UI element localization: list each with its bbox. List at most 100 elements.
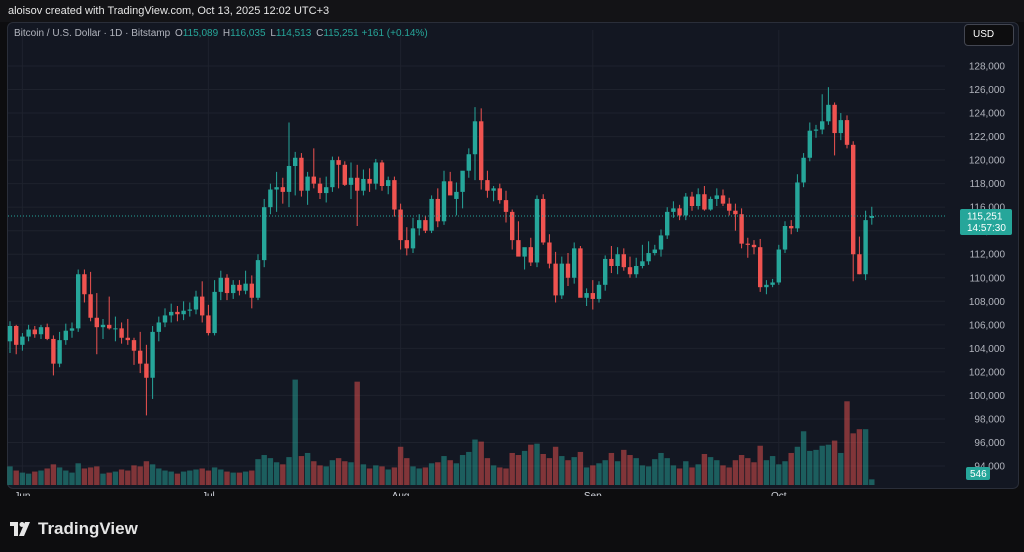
volume-bar bbox=[218, 469, 224, 485]
candle-body bbox=[175, 311, 180, 315]
volume-bar bbox=[335, 458, 342, 485]
candle-body bbox=[26, 329, 31, 337]
candle-body bbox=[119, 328, 124, 338]
candle-body bbox=[14, 326, 19, 345]
candle-body bbox=[45, 327, 50, 339]
candle-body bbox=[342, 164, 347, 185]
candle-body bbox=[547, 242, 552, 264]
volume-bar bbox=[193, 469, 199, 485]
brand-name: TradingView bbox=[38, 519, 138, 538]
candle-body bbox=[7, 326, 13, 342]
volume-bar bbox=[292, 379, 298, 485]
brand[interactable]: TradingView bbox=[10, 519, 138, 539]
candle-body bbox=[826, 104, 831, 122]
volume-bar bbox=[559, 456, 565, 485]
volume-bar bbox=[590, 465, 596, 485]
volume-bar bbox=[844, 401, 850, 485]
price-chart[interactable]: 94,000 96,000 98,000 100,000 102,000 104,000 1… bbox=[0, 0, 1024, 496]
volume-bar bbox=[391, 467, 398, 485]
volume-bar bbox=[534, 443, 540, 485]
candle-body bbox=[615, 254, 620, 266]
volume-bar bbox=[738, 455, 745, 485]
last-price-badge bbox=[960, 208, 1012, 235]
volume-bar bbox=[763, 460, 770, 485]
volume-bar bbox=[211, 467, 218, 485]
candle-body bbox=[379, 162, 385, 186]
symbol-name: Bitcoin / U.S. Dollar · 1D · Bitstamp bbox=[14, 28, 171, 39]
volume-bar bbox=[404, 458, 410, 485]
price-tick-label: 112,000 bbox=[970, 250, 1006, 261]
volume-bar bbox=[714, 460, 720, 485]
candle-body bbox=[305, 176, 310, 191]
close-label: C bbox=[316, 28, 324, 39]
volume-bar bbox=[602, 460, 608, 485]
volume-bar bbox=[25, 473, 32, 485]
volume-bar bbox=[13, 470, 19, 485]
candle-body bbox=[851, 144, 856, 255]
volume-bar bbox=[497, 467, 503, 485]
candle-body bbox=[863, 220, 868, 275]
currency-selector[interactable]: USD bbox=[964, 24, 1014, 46]
volume-bar bbox=[156, 468, 162, 485]
volume-bar bbox=[360, 464, 367, 485]
volume-bar bbox=[794, 446, 801, 485]
candle-body bbox=[138, 350, 143, 364]
volume-bar bbox=[174, 473, 181, 485]
volume-bar bbox=[503, 468, 509, 485]
volume-bar bbox=[354, 381, 360, 485]
chart-panel[interactable] bbox=[7, 22, 1019, 489]
volume-bar bbox=[311, 461, 317, 485]
volume-bar bbox=[379, 466, 385, 485]
candle-body bbox=[423, 220, 428, 231]
candle-body bbox=[696, 194, 701, 206]
candle-body bbox=[516, 240, 521, 257]
candle-body bbox=[187, 309, 192, 311]
volume-bar bbox=[633, 458, 639, 485]
candle-body bbox=[317, 183, 323, 194]
volume-bar bbox=[236, 472, 243, 485]
candle-body bbox=[503, 200, 509, 212]
price-tick-label: 124,000 bbox=[969, 109, 1006, 120]
time-tick-label: Oct bbox=[771, 491, 787, 496]
candle-body bbox=[584, 293, 589, 298]
volume-bar bbox=[187, 470, 193, 485]
volume-bar bbox=[44, 468, 50, 485]
price-tick-label: 126,000 bbox=[969, 85, 1006, 96]
volume-bar bbox=[249, 470, 255, 485]
volume-bar bbox=[782, 461, 788, 485]
price-tick-label: 98,000 bbox=[974, 414, 1005, 425]
candle-body bbox=[324, 187, 329, 194]
time-axis: Jun Jul Aug Sep Oct bbox=[14, 491, 786, 496]
candle-body bbox=[51, 338, 56, 364]
volume-bar bbox=[769, 456, 776, 485]
candle-body bbox=[200, 296, 205, 316]
candle-body bbox=[156, 322, 161, 332]
candle-body bbox=[497, 188, 502, 201]
candle-body bbox=[739, 214, 744, 244]
candle-body bbox=[801, 157, 806, 183]
volume-bar bbox=[435, 462, 441, 485]
countdown-value: 14:57:30 bbox=[967, 223, 1006, 234]
volume-bar bbox=[596, 463, 602, 485]
candle-body bbox=[435, 198, 440, 222]
volume-bar bbox=[819, 445, 825, 485]
volume-bar bbox=[131, 465, 137, 485]
price-tick-label: 100,000 bbox=[969, 391, 1006, 402]
candle-body bbox=[398, 209, 403, 241]
volume-bar bbox=[385, 469, 391, 485]
volume-bar bbox=[652, 459, 658, 485]
candle-body bbox=[113, 328, 118, 330]
candle-body bbox=[646, 253, 651, 262]
price-tick-label: 122,000 bbox=[969, 132, 1006, 143]
close-value: 115,251 bbox=[323, 28, 359, 39]
candle-body bbox=[838, 120, 843, 134]
price-tick-label: 110,000 bbox=[970, 273, 1006, 284]
volume-bar bbox=[416, 468, 422, 485]
volume-bar bbox=[428, 463, 435, 485]
candle-body bbox=[57, 340, 62, 364]
volume-bar bbox=[515, 455, 522, 485]
time-tick-label: Jul bbox=[202, 491, 215, 496]
candle-body bbox=[510, 211, 515, 241]
candle-body bbox=[565, 263, 571, 278]
volume-bar bbox=[676, 468, 683, 485]
